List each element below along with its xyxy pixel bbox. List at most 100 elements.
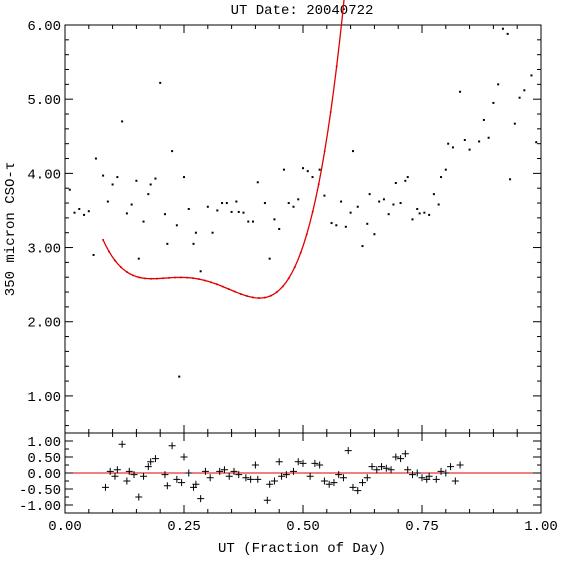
main-data-point (440, 176, 443, 179)
residual-data-point (451, 477, 459, 485)
main-y-tick-label: 6.00 (27, 19, 61, 35)
main-data-point (394, 182, 397, 185)
fit-curve-marker (149, 277, 152, 280)
fit-curve-marker (323, 150, 326, 153)
residual-data-point (442, 469, 450, 477)
fit-curve-marker (114, 259, 117, 262)
main-data-point (497, 83, 500, 86)
main-data-point (406, 176, 409, 179)
residual-data-point (404, 466, 412, 474)
residual-data-point (392, 453, 400, 461)
main-plot-panel: 1.00 2.00 3.00 4.00 5.00 6.00 (27, 0, 542, 434)
residual-data-point (401, 450, 409, 458)
residual-data-point (111, 472, 119, 480)
main-data-point (366, 222, 369, 225)
residual-data-point (418, 474, 426, 482)
residual-data-point (135, 493, 143, 501)
main-data-point (163, 213, 166, 216)
residual-data-point (185, 469, 193, 477)
x-tick-label: 0.50 (286, 519, 320, 535)
main-data-point (121, 120, 124, 123)
main-data-point (399, 202, 402, 205)
fit-curve-marker (269, 294, 272, 297)
residual-data-point (408, 471, 416, 479)
chart-title: UT Date: 20040722 (231, 3, 374, 19)
fit-curve-marker (203, 279, 206, 282)
main-fit-curve (102, 0, 345, 300)
main-data-point (263, 202, 266, 205)
fit-curve-marker (155, 277, 158, 280)
fit-curve-marker (335, 65, 338, 68)
residual-data-point (220, 466, 228, 474)
main-data-point (225, 202, 228, 205)
main-data-point (418, 212, 421, 215)
main-data-point (323, 194, 326, 197)
main-data-point (130, 203, 133, 206)
main-data-point (506, 32, 509, 35)
main-data-point (447, 142, 450, 145)
residual-data-point (151, 455, 159, 463)
main-data-point (256, 181, 259, 184)
main-data-point (368, 193, 371, 196)
residual-data-point (278, 472, 286, 480)
residual-data-point (192, 480, 200, 488)
main-data-point (302, 167, 304, 170)
main-y-tick-label: 4.00 (27, 167, 61, 183)
main-data-point (192, 242, 195, 245)
main-data-point (102, 174, 105, 177)
residual-data-point (118, 440, 126, 448)
main-data-point (416, 207, 419, 210)
main-data-point (482, 118, 485, 121)
residual-data-point (289, 467, 297, 475)
main-data-point (523, 89, 526, 92)
residual-data-point (247, 475, 255, 483)
fit-curve-marker (299, 251, 302, 254)
main-data-point (437, 203, 440, 206)
fit-curve-marker (191, 277, 194, 280)
main-data-point (411, 218, 414, 221)
main-data-point (247, 220, 250, 223)
residual-data-point (263, 496, 271, 504)
residual-data-point (437, 467, 445, 475)
main-data-point (106, 200, 109, 203)
main-data-point (216, 209, 219, 212)
fit-curve-marker (341, 12, 344, 15)
x-tick-label: 1.00 (524, 519, 558, 535)
residual-data-point (397, 455, 405, 463)
main-data-point (535, 141, 538, 144)
main-y-tick-label: 2.00 (27, 316, 61, 332)
main-data-point (287, 202, 290, 205)
main-data-point (268, 257, 271, 260)
residual-data-point (306, 472, 314, 480)
residual-data-point (330, 479, 338, 487)
residual-data-point (359, 479, 366, 487)
fit-curve-marker (120, 266, 123, 269)
residual-data-point (113, 466, 121, 474)
x-tick-label: 0.75 (405, 519, 439, 535)
main-data-point (221, 202, 224, 205)
residual-data-point (275, 458, 283, 466)
residual-data-point (235, 471, 243, 479)
x-tick-label: 0.25 (167, 519, 201, 535)
residual-data-point (163, 482, 171, 490)
residual-data-point (413, 469, 421, 477)
residual-data-point (230, 467, 238, 475)
main-data-point (501, 27, 504, 30)
main-data-point (530, 74, 533, 77)
fit-curve-marker (197, 278, 200, 281)
main-data-point (492, 101, 495, 104)
main-data-point (373, 233, 376, 236)
residual-plot-panel: -1.00-0.500.000.501.00 0.00 0.25 0.50 0.75 1… (19, 432, 558, 535)
residual-data-point (282, 471, 290, 479)
main-data-point (187, 207, 190, 210)
residual-data-point (201, 467, 209, 475)
residual-data-point (354, 487, 362, 495)
residual-y-tick-label: 0.00 (27, 467, 61, 483)
fit-curve-marker (293, 266, 296, 269)
fit-curve-marker (167, 276, 170, 279)
fit-curve-marker (108, 250, 111, 253)
x-tick-label: 0.00 (48, 519, 82, 535)
main-data-point (199, 270, 202, 273)
residual-data-point (294, 458, 302, 466)
main-data-point (351, 150, 354, 153)
